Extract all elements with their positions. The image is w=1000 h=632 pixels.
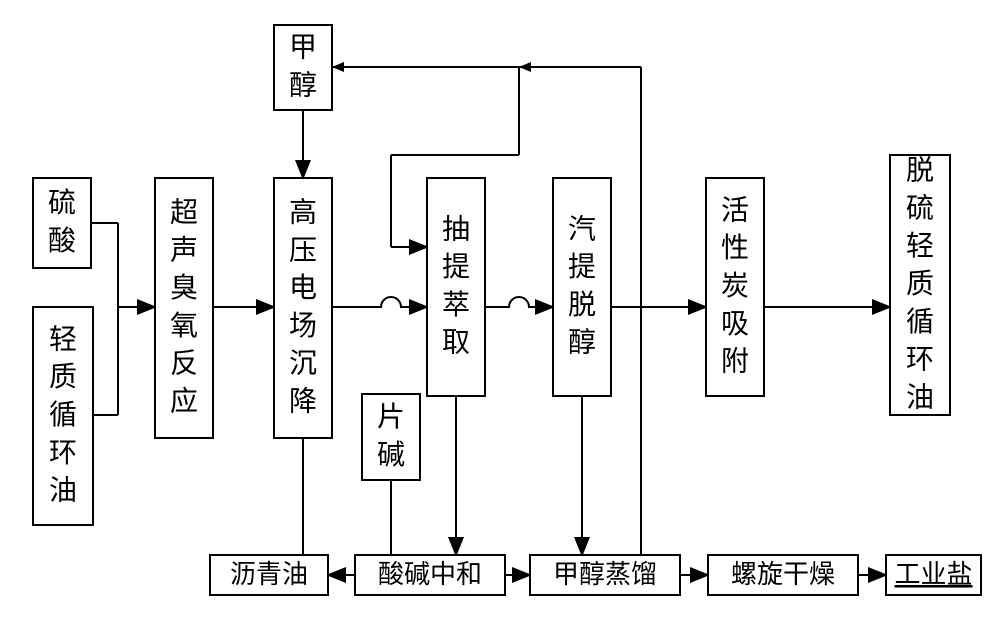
label-desulf_light_oil: 脱硫轻质循环油: [906, 155, 934, 414]
process-flowchart: 甲醇硫酸轻质循环油 超声臭氧反应 高压电场沉降片碱抽提萃取 汽提脱醇 活性炭吸附 脱硫轻质…: [0, 0, 1000, 632]
label-methanol_distill: 甲醇蒸馏: [553, 560, 657, 589]
hv-to-extraction: [332, 297, 427, 307]
label-activated_carbon: 活性炭吸附: [721, 195, 749, 378]
label-acid_base_neutral: 酸碱中和: [378, 560, 482, 589]
node-spiral_drying: 螺旋干燥: [708, 555, 858, 595]
node-ultrasonic_ozone: 超声臭氧反应: [155, 178, 213, 438]
label-light_cycle_oil: 轻质循环油: [49, 324, 77, 507]
node-extraction: 抽提萃取: [427, 178, 485, 396]
node-sulfuric_acid: 硫酸: [33, 178, 91, 268]
extraction-to-steam: [485, 297, 553, 307]
node-light_cycle_oil: 轻质循环油: [33, 307, 93, 525]
node-steam_demethanol: 汽提脱醇: [553, 178, 611, 396]
node-industrial_salt: 工业盐: [886, 555, 981, 595]
node-asphalt_oil: 沥青油: [210, 555, 328, 595]
label-industrial_salt: 工业盐: [894, 560, 972, 589]
node-flake_caustic: 片碱: [362, 394, 420, 480]
node-methanol_distill: 甲醇蒸馏: [530, 555, 680, 595]
node-activated_carbon: 活性炭吸附: [706, 178, 764, 396]
label-asphalt_oil: 沥青油: [230, 560, 308, 589]
label-spiral_drying: 螺旋干燥: [731, 560, 835, 589]
node-acid_base_neutral: 酸碱中和: [355, 555, 505, 595]
node-hv_electric_settle: 高压电场沉降: [274, 178, 332, 438]
node-desulf_light_oil: 脱硫轻质循环油: [890, 155, 950, 415]
node-methanol: 甲醇: [274, 25, 332, 110]
